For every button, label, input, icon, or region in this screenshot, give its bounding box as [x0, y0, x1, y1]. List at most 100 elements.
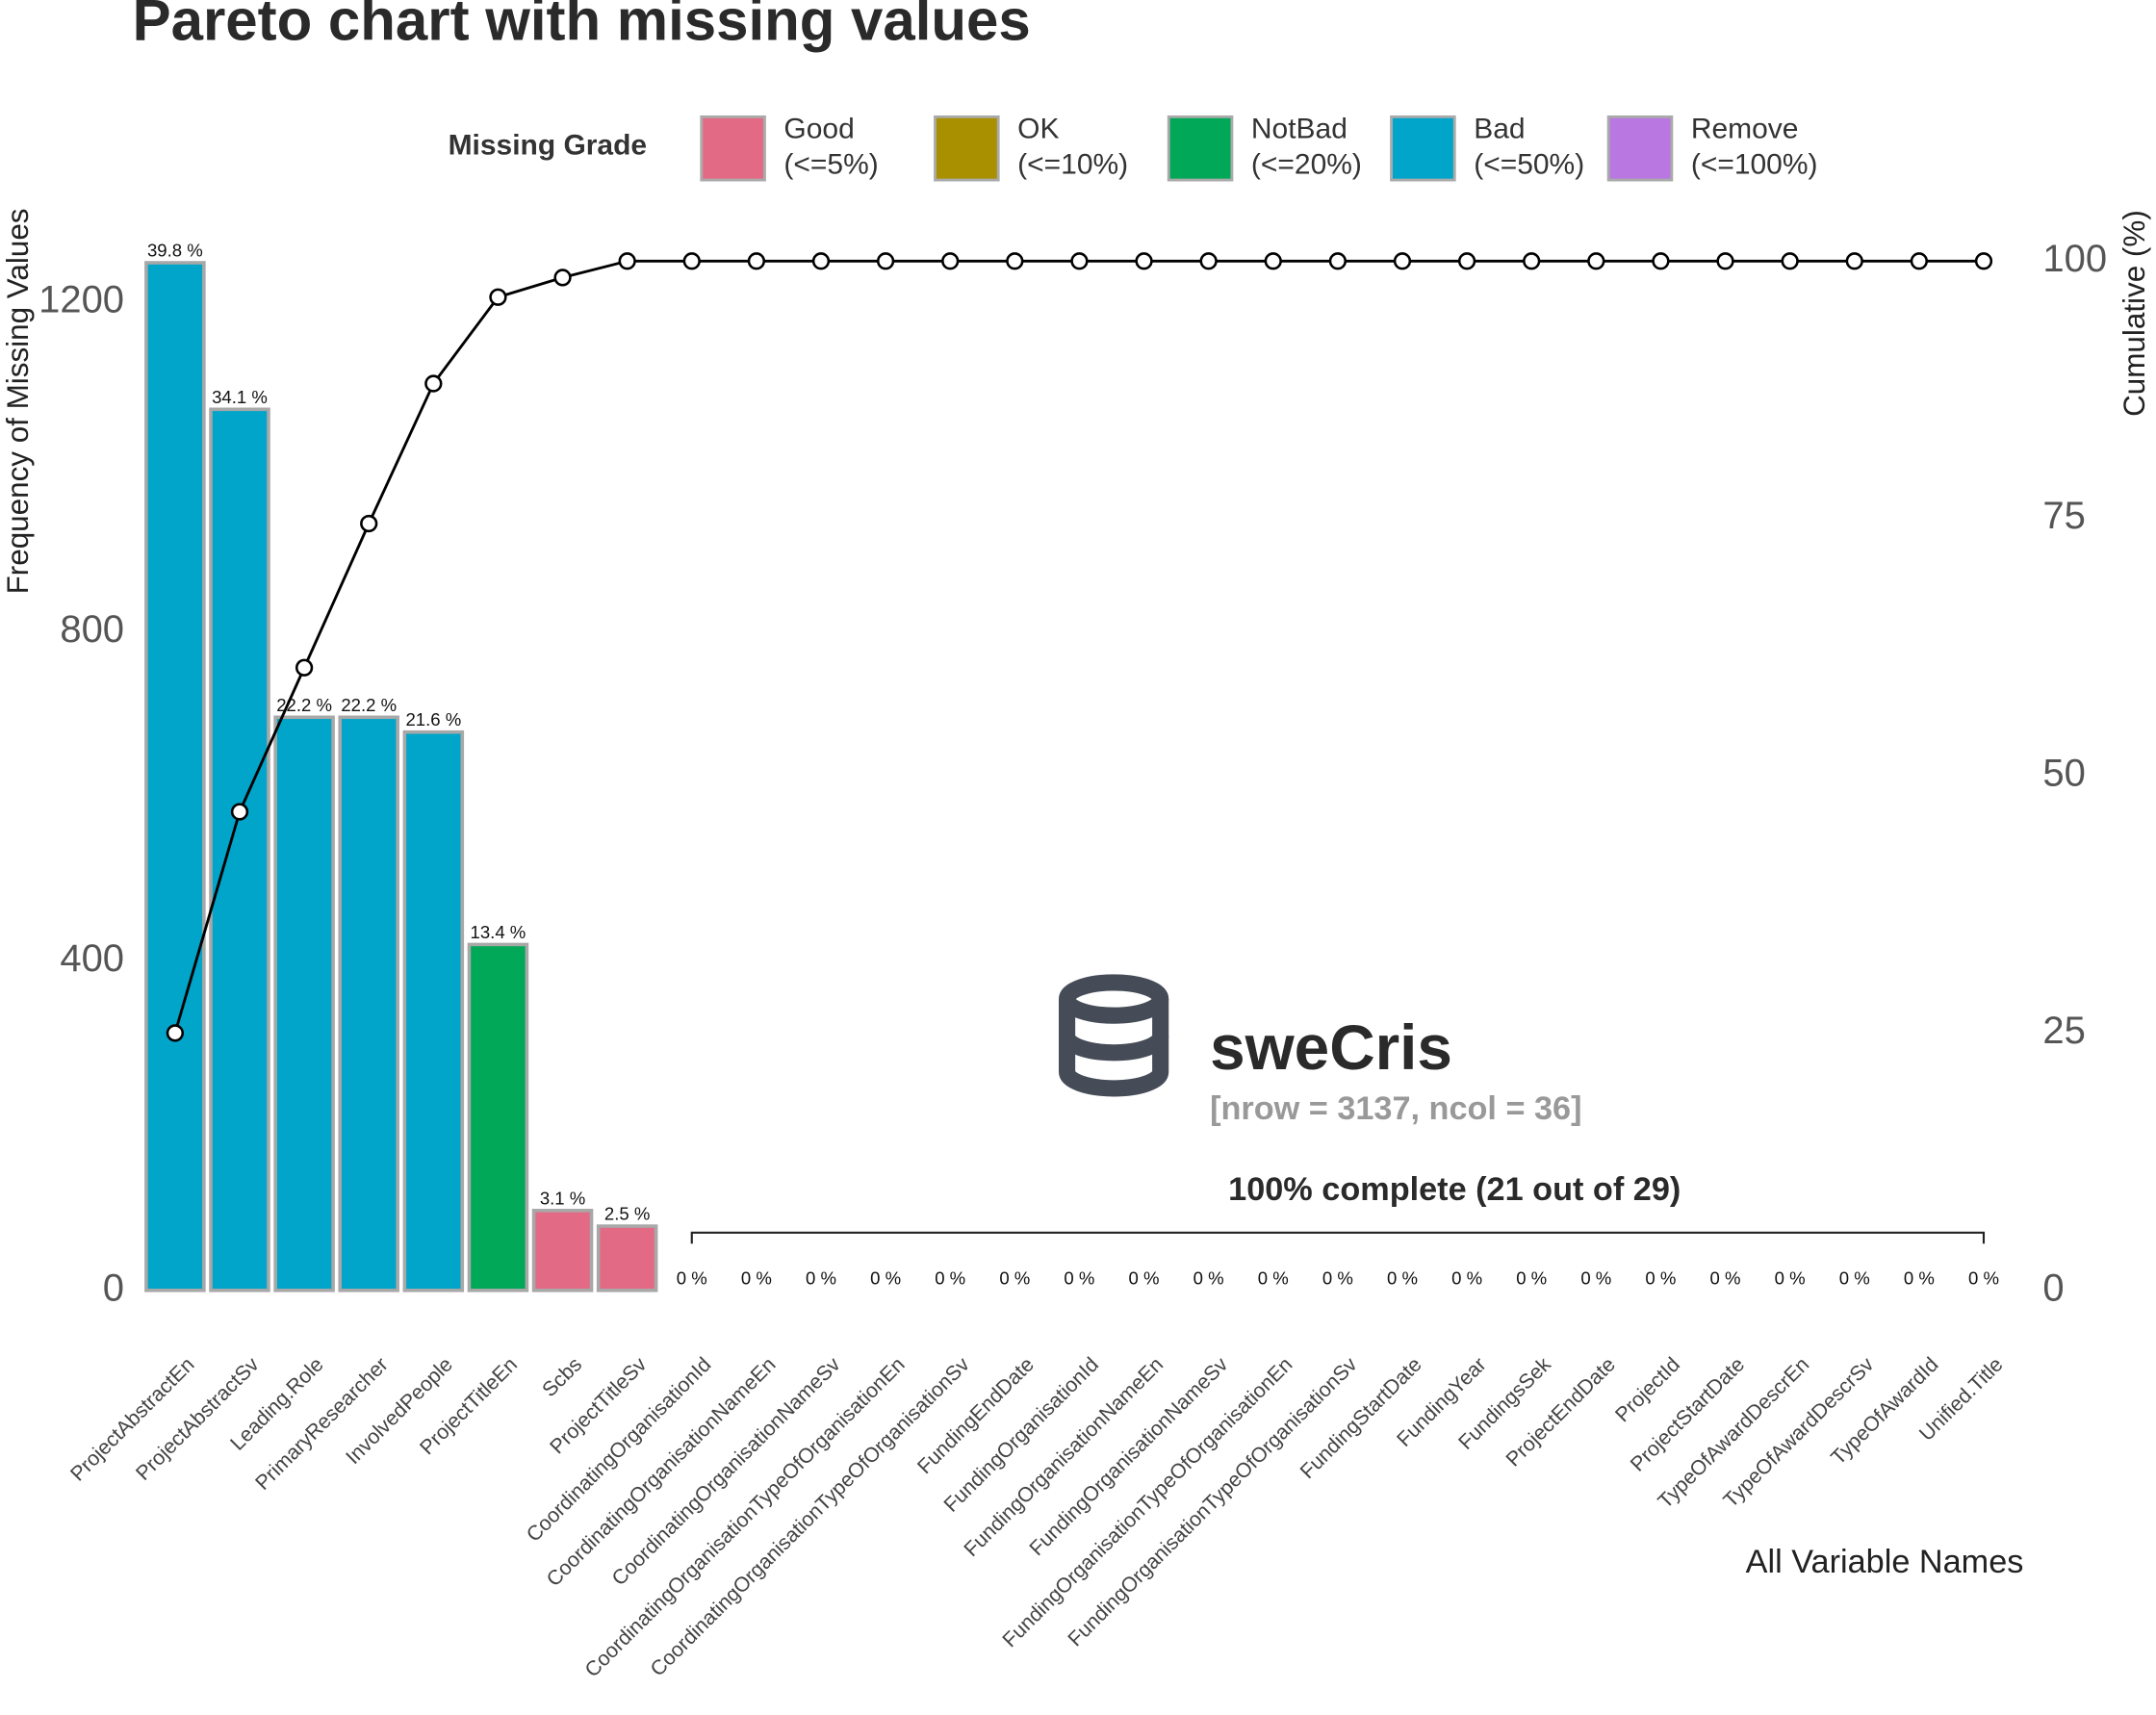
- bar-percent-label: 0 %: [1904, 1267, 1935, 1288]
- y2-tick-label: 0: [2042, 1267, 2064, 1309]
- x-tick-label: ProjectStartDate: [1626, 1353, 1749, 1476]
- bar-percent-label: 0 %: [999, 1267, 1030, 1288]
- bar-percent-label: 0 %: [1580, 1267, 1611, 1288]
- legend-label: Bad: [1474, 114, 1525, 145]
- legend-range: (<=100%): [1691, 149, 1818, 181]
- cumulative-point: [1264, 252, 1282, 270]
- cumulative-point: [553, 269, 572, 287]
- bar-percent-label: 0 %: [1451, 1267, 1482, 1288]
- legend-swatch: [934, 115, 1000, 182]
- legend-range: (<=5%): [783, 149, 878, 181]
- bar-percent-label: 34.1 %: [212, 387, 268, 407]
- cumulative-point: [1781, 252, 1799, 270]
- bar-percent-label: 0 %: [1129, 1267, 1160, 1288]
- y-tick-label: 400: [60, 937, 124, 980]
- bar-percent-label: 0 %: [1258, 1267, 1289, 1288]
- bar-percent-label: 0 %: [1387, 1267, 1418, 1288]
- y2-tick-label: 100: [2042, 238, 2107, 280]
- cumulative-point: [1199, 252, 1218, 270]
- cumulative-point: [295, 658, 314, 677]
- cumulative-point: [1652, 252, 1670, 270]
- bar-percent-label: 0 %: [1775, 1267, 1806, 1288]
- bar: [531, 1209, 594, 1293]
- cumulative-point: [1393, 252, 1412, 270]
- bar-percent-label: 0 %: [1710, 1267, 1741, 1288]
- cumulative-point: [876, 252, 895, 270]
- y2-tick-label: 75: [2042, 495, 2085, 537]
- y-tick-label: 800: [60, 608, 124, 651]
- cumulative-point: [682, 252, 701, 270]
- bar: [402, 730, 465, 1293]
- cumulative-point: [489, 288, 507, 306]
- y2-tick-label: 25: [2042, 1010, 2085, 1052]
- completeness-note: 100% complete (21 out of 29): [1228, 1171, 1681, 1208]
- cumulative-point: [1070, 252, 1089, 270]
- x-tick-label: CoordinatingOrganisationNameEn: [542, 1353, 781, 1592]
- cumulative-point: [1006, 252, 1024, 270]
- cumulative-point: [1328, 252, 1348, 270]
- bar-percent-label: 0 %: [741, 1267, 772, 1288]
- cumulative-point: [811, 252, 831, 270]
- bar-percent-label: 0 %: [1516, 1267, 1547, 1288]
- legend-swatch: [1167, 115, 1234, 182]
- cumulative-point: [747, 252, 766, 270]
- dataset-dims: [nrow = 3137, ncol = 36]: [1210, 1090, 1581, 1127]
- bar-percent-label: 39.8 %: [147, 240, 203, 260]
- bar: [467, 942, 529, 1293]
- bar-percent-label: 0 %: [1322, 1267, 1353, 1288]
- bar: [338, 715, 399, 1293]
- cumulative-point: [1910, 252, 1929, 270]
- dataset-name: sweCris: [1210, 1012, 1452, 1083]
- bar-percent-label: 0 %: [935, 1267, 965, 1288]
- y2-tick-label: 50: [2042, 753, 2085, 795]
- legend-range: (<=10%): [1017, 149, 1128, 181]
- x-tick-label: FundingEndDate: [912, 1353, 1039, 1479]
- database-icon: [1059, 974, 1169, 1097]
- legend-label: Good: [783, 114, 854, 145]
- bar-percent-label: 0 %: [806, 1267, 836, 1288]
- y2-axis-title: Cumulative (%): [2118, 210, 2151, 417]
- cumulative-point: [1523, 252, 1541, 270]
- completeness-bracket: [690, 1231, 1986, 1244]
- bar-percent-label: 0 %: [1839, 1267, 1870, 1288]
- bar-percent-label: 21.6 %: [405, 709, 461, 730]
- bar-percent-label: 3.1 %: [540, 1188, 585, 1208]
- bar-percent-label: 22.2 %: [341, 695, 397, 715]
- bar: [209, 407, 270, 1293]
- x-axis-title: All Variable Names: [1746, 1544, 2024, 1580]
- bar: [273, 715, 335, 1293]
- bar-percent-label: 13.4 %: [471, 922, 526, 942]
- cumulative-point: [1845, 252, 1863, 270]
- cumulative-point: [1587, 252, 1605, 270]
- y-tick-label: 0: [103, 1267, 124, 1309]
- bar-percent-label: 2.5 %: [604, 1204, 650, 1224]
- y-axis-title: Frequency of Missing Values: [1, 208, 35, 594]
- y-tick-label: 1200: [38, 279, 124, 321]
- legend-label: Remove: [1691, 114, 1799, 145]
- bar-percent-label: 0 %: [1645, 1267, 1676, 1288]
- cumulative-point: [424, 374, 443, 393]
- legend-range: (<=20%): [1251, 149, 1362, 181]
- legend-label: NotBad: [1251, 114, 1348, 145]
- bar: [144, 261, 206, 1293]
- cumulative-point: [1457, 252, 1476, 270]
- legend-swatch: [700, 115, 766, 182]
- cumulative-point: [230, 803, 249, 821]
- legend-swatch: [1606, 115, 1674, 182]
- chart-title: Pareto chart with missing values: [133, 0, 1031, 53]
- x-tick-label: CoordinatingOrganisationNameSv: [607, 1352, 845, 1590]
- x-tick-label: ProjectAbstractSv: [131, 1352, 263, 1484]
- cumulative-point: [1135, 252, 1153, 270]
- bar-percent-label: 0 %: [1968, 1267, 1999, 1288]
- legend-range: (<=50%): [1474, 149, 1584, 181]
- legend-label: OK: [1017, 114, 1059, 145]
- x-tick-label: Scbs: [538, 1353, 587, 1402]
- cumulative-point: [1716, 252, 1734, 270]
- bar-percent-label: 0 %: [1064, 1267, 1094, 1288]
- bar-percent-label: 0 %: [1194, 1267, 1224, 1288]
- bar-percent-label: 0 %: [870, 1267, 901, 1288]
- bar: [596, 1224, 658, 1293]
- cumulative-point: [618, 252, 636, 270]
- cumulative-point: [166, 1024, 185, 1042]
